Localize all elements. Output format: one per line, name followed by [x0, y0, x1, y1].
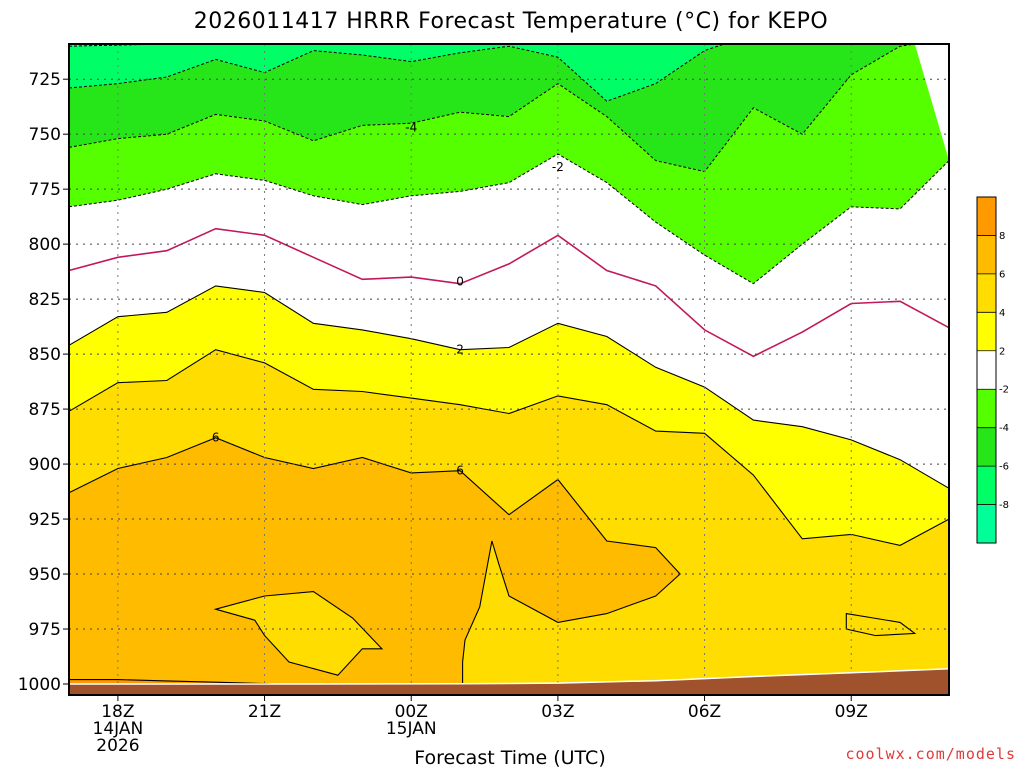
x-tick-label-0-1: 14JAN — [93, 719, 144, 739]
x-tick-label-9-0: 03Z — [541, 702, 574, 722]
band-minus4-minus2 — [69, 44, 949, 284]
contour-label-0: -4 — [405, 121, 417, 135]
isotherm-6 — [68, 437, 681, 691]
isotherm-minus2 — [68, 153, 950, 285]
colorbar-swatch-7 — [977, 235, 996, 274]
isotherm-pocket-1 — [845, 612, 917, 637]
colorbar-swatch-5 — [977, 312, 996, 351]
colorbar-label-2: -4 — [999, 423, 1009, 434]
y-tick-label-950: 950 — [29, 565, 61, 585]
ground-layer — [69, 668, 950, 695]
colorbar-frame — [976, 196, 997, 544]
y-tick-label-925: 925 — [29, 510, 61, 530]
y-tick-label-775: 775 — [29, 180, 61, 200]
y-tick-label-750: 750 — [29, 125, 61, 145]
colorbar-swatch-6 — [977, 273, 996, 313]
y-tick-label-1000: 1000 — [18, 675, 61, 695]
colorbar-label-6: 6 — [999, 269, 1005, 280]
y-tick-label-800: 800 — [29, 235, 61, 255]
plot-frame — [68, 43, 950, 696]
x-tick-label-3-0: 21Z — [248, 702, 281, 722]
credit-text[interactable]: coolwx.com/models — [845, 745, 1016, 763]
colorbar-swatch-4 — [977, 350, 996, 390]
x-axis-label: Forecast Time (UTC) — [414, 747, 605, 768]
y-tick-label-975: 975 — [29, 620, 61, 640]
colorbar-label-7: 8 — [999, 231, 1005, 242]
isotherm-minus6 — [68, 43, 725, 102]
band-minus8-minus6 — [69, 44, 949, 102]
colorbar-label-1: -6 — [999, 462, 1009, 473]
colorbar-label-3: -2 — [999, 385, 1009, 396]
contour-label-4: 6 — [212, 431, 220, 445]
y-tick-label-850: 850 — [29, 345, 61, 365]
x-tick-label-0-2: 2026 — [96, 736, 139, 756]
x-tick-label-15-0: 09Z — [835, 702, 868, 722]
colorbar-swatch-0 — [977, 504, 996, 543]
ground-top-edge — [69, 668, 950, 685]
colorbar-label-5: 4 — [999, 308, 1005, 319]
y-tick-label-875: 875 — [29, 400, 61, 420]
pocket-fill-1 — [846, 613, 915, 636]
band-minus2-plus2 — [69, 154, 949, 489]
contour-label-3: 2 — [456, 343, 464, 357]
y-tick-label-825: 825 — [29, 290, 61, 310]
colorbar-legend: -8 -6 -4 -2 2 4 6 8 — [976, 196, 1009, 544]
band-minus6-minus4 — [69, 44, 915, 172]
isotherm-2 — [68, 285, 950, 489]
x-tick-label-0-0: 18Z — [101, 702, 134, 722]
y-tick-label-900: 900 — [29, 455, 61, 475]
band-2-4 — [69, 285, 949, 546]
x-tick-label-12-0: 06Z — [688, 702, 721, 722]
isotherm-4 — [68, 349, 950, 546]
ground-fill — [69, 668, 949, 695]
isotherm-pocket-0 — [213, 591, 384, 676]
x-tick-label-6-1: 15JAN — [386, 719, 437, 739]
isotherm-zero — [68, 227, 950, 358]
contour-labels: -4 -2 0 2 6 6 — [212, 121, 564, 478]
colorbar-swatch-2 — [977, 427, 996, 467]
colorbar-label-0: -8 — [999, 500, 1009, 511]
isotherm-minus4 — [68, 43, 915, 173]
colorbar-swatch-1 — [977, 466, 996, 505]
colorbar-swatch-3 — [977, 389, 996, 428]
x-tick-label-6-0: 00Z — [395, 702, 428, 722]
contour-label-2: 0 — [456, 275, 464, 289]
colorbar-label-4: 2 — [999, 346, 1005, 357]
chart-title: 2026011417 HRRR Forecast Temperature (°C… — [194, 9, 828, 34]
colorbar-swatch-8 — [977, 197, 996, 236]
pocket-fill-0 — [215, 591, 382, 676]
contour-label-5: 6 — [456, 464, 464, 478]
temperature-fill — [69, 44, 949, 695]
y-tick-label-725: 725 — [29, 70, 61, 90]
y-axis: 725 750 775 800 825 850 875 900 925 950 975 1000 — [18, 70, 69, 695]
contour-label-1: -2 — [552, 160, 564, 174]
